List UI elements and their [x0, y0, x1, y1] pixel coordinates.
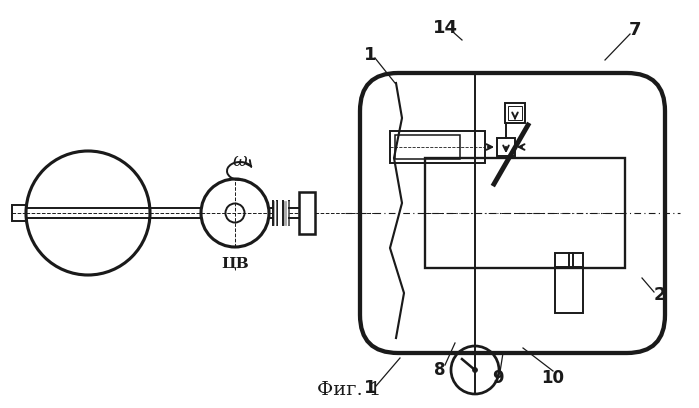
- Text: ЦВ: ЦВ: [221, 257, 249, 271]
- Bar: [505, 103, 525, 123]
- Text: 9: 9: [492, 369, 504, 387]
- Text: 8: 8: [434, 361, 446, 379]
- Bar: [12, 205, 26, 221]
- Text: ω: ω: [233, 152, 247, 170]
- Bar: [555, 253, 583, 313]
- Bar: [508, 106, 522, 120]
- Bar: [299, 192, 315, 234]
- Text: 1: 1: [363, 46, 376, 64]
- Bar: [425, 158, 625, 268]
- Bar: [395, 135, 460, 159]
- Bar: [497, 138, 515, 156]
- Bar: [390, 131, 485, 163]
- Text: 7: 7: [628, 21, 641, 39]
- Text: 10: 10: [542, 369, 565, 387]
- Text: Фиг. 1: Фиг. 1: [317, 381, 381, 399]
- Text: 1: 1: [363, 379, 376, 397]
- Text: 2: 2: [654, 286, 666, 304]
- Circle shape: [473, 368, 477, 373]
- Text: 14: 14: [433, 19, 458, 37]
